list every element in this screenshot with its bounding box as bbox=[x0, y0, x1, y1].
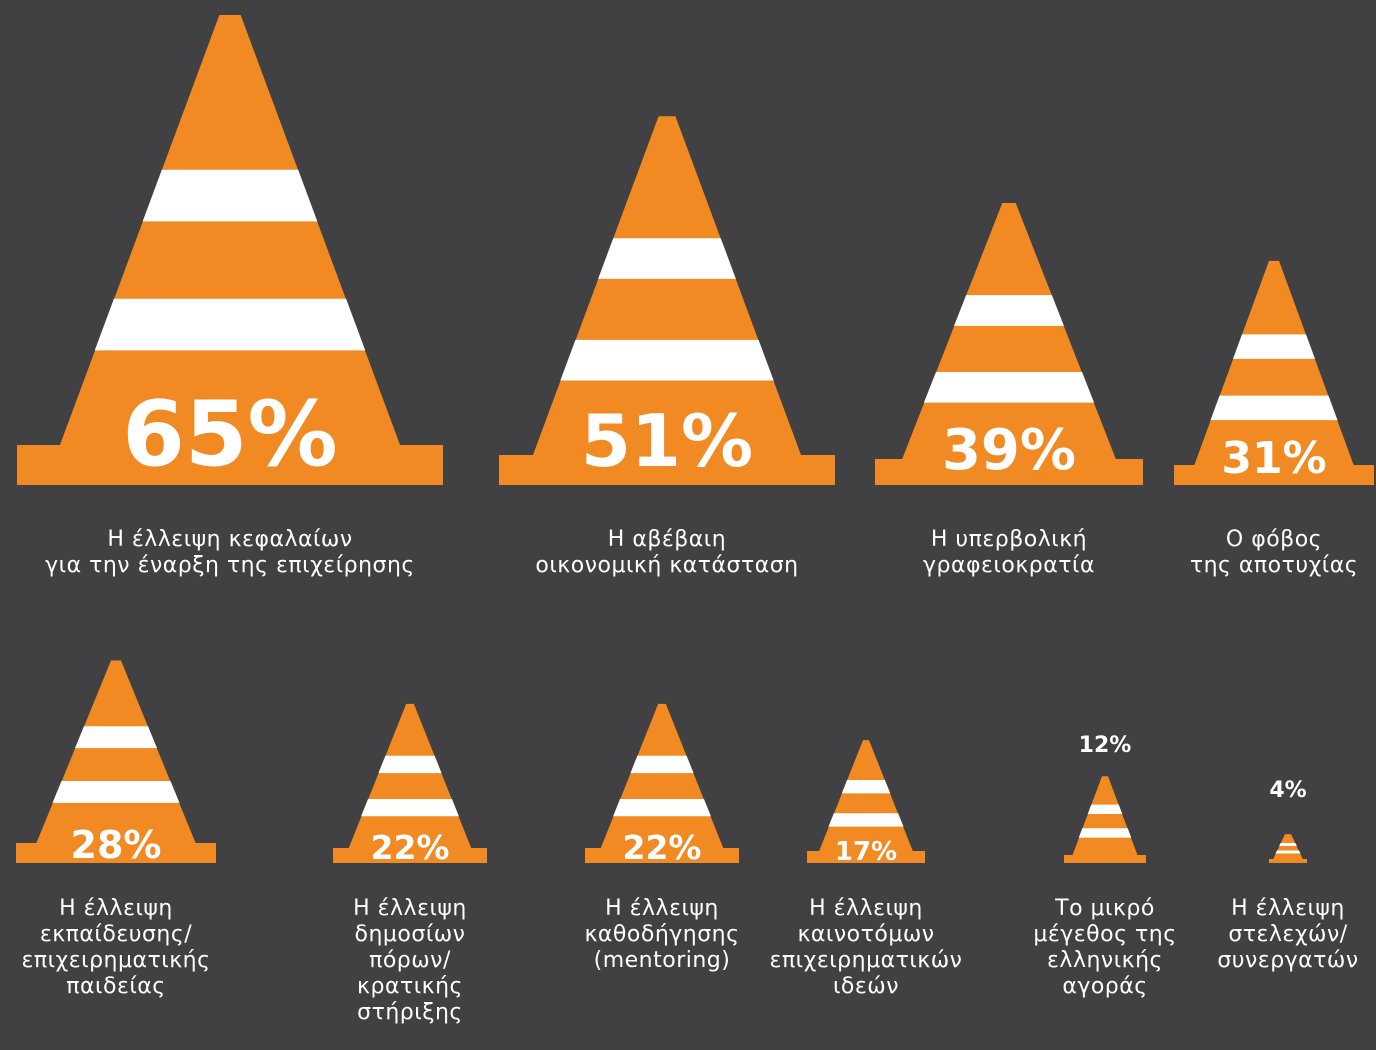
category-label-line: δημοσίων bbox=[354, 922, 466, 947]
cone-base bbox=[1269, 859, 1307, 863]
category-label-line: επιχειρηματικών bbox=[769, 948, 963, 973]
value-label: 17% bbox=[835, 837, 897, 867]
value-label: 12% bbox=[1079, 733, 1132, 758]
cone-stripe-2 bbox=[94, 298, 366, 351]
category-label-line: Η έλλειψη κεφαλαίων bbox=[107, 527, 353, 552]
category-label-line: (mentoring) bbox=[593, 948, 731, 973]
category-label-line: οικονομική κατάσταση bbox=[535, 553, 799, 578]
cone-base bbox=[1064, 855, 1146, 863]
category-label-line: κρατικής bbox=[357, 974, 463, 999]
cone-6: 22% bbox=[333, 703, 487, 867]
category-label: Ο φόβος της αποτυχίας bbox=[1174, 527, 1374, 579]
cone-4: 31% bbox=[1174, 260, 1374, 485]
category-label-line: στήριξης bbox=[357, 1000, 463, 1025]
category-label: Η έλλειψη καινοτόμων επιχειρηματικών ιδεών bbox=[766, 896, 966, 1000]
category-label-line: μέγεθος της bbox=[1033, 922, 1177, 947]
category-label: Το μικρό μέγεθος της ελληνικής αγοράς bbox=[1025, 896, 1185, 1000]
cone-stripe-2 bbox=[923, 371, 1095, 403]
category-label-line: επιχειρηματικής bbox=[21, 948, 211, 973]
category-label-line: στελεχών/ bbox=[1228, 922, 1348, 947]
value-label: 31% bbox=[1221, 433, 1326, 484]
category-label-line: καινοτόμων bbox=[797, 922, 935, 947]
category-label-line: συνεργατών bbox=[1217, 948, 1359, 973]
cone-stripe-1 bbox=[1233, 334, 1315, 359]
category-label: Η έλλειψη δημοσίων πόρων/κρατικής στήριξης bbox=[330, 896, 490, 1026]
cone-base bbox=[1174, 465, 1374, 485]
category-label: Η αβέβαιη οικονομική κατάσταση bbox=[517, 527, 817, 579]
category-label-line: Η έλλειψη bbox=[59, 896, 173, 921]
category-label-line: Η έλλειψη bbox=[353, 896, 467, 921]
cone-body bbox=[1072, 776, 1138, 856]
category-label: Η υπερβολική γραφειοκρατία bbox=[899, 527, 1119, 579]
value-label: 28% bbox=[71, 823, 162, 867]
cone-base bbox=[333, 848, 487, 863]
cone-base bbox=[17, 445, 443, 485]
cone-stripe-1 bbox=[378, 755, 442, 774]
category-label-line: Ο φόβος bbox=[1225, 527, 1323, 552]
cone-body bbox=[818, 740, 914, 852]
category-label-line: Το μικρό bbox=[1055, 896, 1155, 921]
value-label: 51% bbox=[581, 399, 753, 483]
category-label-line: της αποτυχίας bbox=[1189, 553, 1359, 578]
category-label-line: Η υπερβολική bbox=[930, 527, 1088, 552]
cone-8: 17% bbox=[807, 740, 925, 867]
cone-base bbox=[875, 459, 1143, 485]
value-label: 65% bbox=[122, 382, 337, 487]
category-label: Η έλλειψη κεφαλαίων για την έναρξη της επ… bbox=[10, 527, 450, 579]
cone-stripe-1 bbox=[1279, 843, 1297, 847]
cone-stripe-2 bbox=[361, 799, 459, 817]
cone-stripe-1 bbox=[841, 780, 891, 794]
category-label-line: για την έναρξη της επιχείρησης bbox=[45, 553, 415, 578]
category-label: Η έλλειψη καθοδήγησης (mentoring) bbox=[577, 896, 747, 974]
cone-base bbox=[807, 851, 925, 863]
cone-stripe-1 bbox=[630, 755, 694, 774]
category-label: Η έλλειψη εκπαίδευσης/επιχειρηματικής παιδ… bbox=[6, 896, 226, 1000]
cone-base bbox=[499, 455, 835, 485]
cone-stripe-2 bbox=[1275, 850, 1301, 854]
value-label: 22% bbox=[371, 828, 450, 867]
cone-base bbox=[16, 843, 216, 863]
cone-body bbox=[1272, 834, 1304, 860]
cone-stripe-2 bbox=[613, 799, 711, 817]
category-label: Η έλλειψη στελεχών/συνεργατών bbox=[1208, 896, 1368, 974]
category-label-line: Η έλλειψη bbox=[605, 896, 719, 921]
category-label-line: γραφειοκρατία bbox=[923, 553, 1095, 578]
value-label: 39% bbox=[942, 418, 1076, 483]
cone-stripe-1 bbox=[75, 726, 157, 749]
category-label-line: αγοράς bbox=[1062, 974, 1148, 999]
cone-stripe-2 bbox=[1078, 828, 1132, 838]
cone-stripe-1 bbox=[142, 169, 318, 222]
cone-1: 65% bbox=[17, 15, 443, 487]
cone-3: 39% bbox=[875, 203, 1143, 485]
category-label-line: εκπαίδευσης/ bbox=[39, 922, 193, 947]
cone-stripe-1 bbox=[954, 295, 1064, 326]
cone-stripe-2 bbox=[52, 780, 180, 803]
category-label-line: Η αβέβαιη bbox=[607, 527, 727, 552]
cone-9: 12% bbox=[1064, 733, 1146, 863]
cone-base bbox=[585, 848, 739, 863]
category-label-line: ιδεών bbox=[832, 974, 899, 999]
value-label: 4% bbox=[1269, 778, 1306, 803]
cone-stripe-2 bbox=[560, 339, 774, 381]
category-label-line: ελληνικής bbox=[1047, 948, 1163, 973]
value-label: 22% bbox=[623, 828, 702, 867]
category-label-line: Η έλλειψη bbox=[809, 896, 923, 921]
cone-body bbox=[36, 660, 196, 844]
cone-stripe-1 bbox=[598, 238, 736, 279]
cone-2: 51% bbox=[499, 116, 835, 485]
category-label-line: παιδείας bbox=[66, 974, 166, 999]
cone-7: 22% bbox=[585, 703, 739, 867]
cone-stripe-2 bbox=[828, 813, 904, 827]
category-label-line: Η έλλειψη bbox=[1231, 896, 1345, 921]
cone-10: 4% bbox=[1269, 778, 1307, 863]
cone-5: 28% bbox=[16, 660, 216, 867]
cone-stripe-1 bbox=[1087, 804, 1123, 815]
category-label-line: καθοδήγησης bbox=[584, 922, 740, 947]
cone-stripe-2 bbox=[1210, 395, 1338, 421]
category-label-line: πόρων/ bbox=[369, 948, 451, 973]
